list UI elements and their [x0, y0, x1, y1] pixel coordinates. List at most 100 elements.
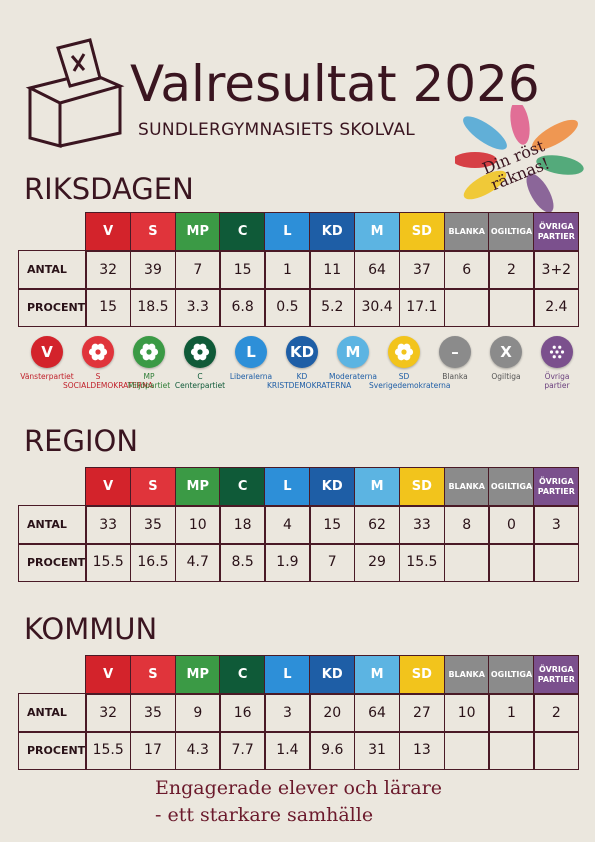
table-cell: 16.5 [129, 543, 177, 582]
legend-label-line: Vänsterpartiet [20, 372, 74, 381]
legend-icon: M [337, 336, 369, 368]
legend-label-line: partier [544, 381, 570, 390]
legend-label-line: KD [296, 372, 308, 381]
column-header: M [353, 655, 401, 695]
legend-label: Vänsterpartiet [12, 372, 82, 381]
table-cell [443, 288, 490, 327]
legend-logo [88, 343, 108, 361]
table-cell: 15.5 [85, 543, 132, 582]
table-cell: 17 [129, 731, 177, 770]
column-header: SD [398, 655, 446, 695]
column-header: S [129, 212, 177, 252]
table-cell: 15 [219, 250, 266, 290]
column-header: BLANKA [443, 655, 490, 695]
ballot-box-icon [25, 38, 125, 148]
legend-label-line: C [197, 372, 203, 381]
table-cell: 20 [309, 693, 356, 733]
legend-label-line: MP [143, 372, 155, 381]
legend-label-line: Sverigedemokraterna [369, 381, 451, 390]
table-cell: 6.8 [219, 288, 266, 327]
legend-icon: KD [286, 336, 318, 368]
column-header: ÖVRIGA PARTIER [533, 467, 580, 507]
table-cell: 7 [174, 250, 221, 290]
legend-label-line: Miljöpartiet [127, 381, 171, 390]
table-cell: 0 [488, 505, 535, 545]
legend-label: Övriga partier [522, 372, 592, 390]
column-header: OGILTIGA [488, 212, 535, 252]
column-header: KD [309, 212, 356, 252]
table-cell: 29 [353, 543, 401, 582]
column-header: C [219, 467, 266, 507]
row-label: PROCENT [18, 288, 87, 327]
column-header: C [219, 212, 266, 252]
column-header: OGILTIGA [488, 655, 535, 695]
table-cell: 2.4 [533, 288, 580, 327]
column-header: M [353, 467, 401, 507]
table-cell: 35 [129, 693, 177, 733]
legend-label: Liberalerna [216, 372, 286, 381]
table-cell: 0.5 [264, 288, 311, 327]
table-cell: 3+2 [533, 250, 580, 290]
table-cell: 10 [174, 505, 221, 545]
table-cell: 33 [85, 505, 132, 545]
legend-icon [133, 336, 165, 368]
table-cell [443, 731, 490, 770]
column-header: V [85, 467, 132, 507]
legend-label-line: Centerpartiet [174, 381, 226, 390]
row-label: ANTAL [18, 693, 87, 733]
table-cell: 18 [219, 505, 266, 545]
table-cell: 8.5 [219, 543, 266, 582]
table-cell: 2 [533, 693, 580, 733]
legend-label: Moderaterna [318, 372, 388, 381]
column-header: KD [309, 655, 356, 695]
legend-label-line: Liberalerna [229, 372, 273, 381]
column-header: L [264, 655, 311, 695]
section-title: KOMMUN [24, 612, 158, 646]
table-cell: 4.3 [174, 731, 221, 770]
legend-icon: L [235, 336, 267, 368]
legend-label-line: KRISTDEMOKRATERNA [267, 381, 352, 390]
column-header: ÖVRIGA PARTIER [533, 212, 580, 252]
hands-graphic [455, 105, 584, 213]
legend-label-line: S [95, 372, 101, 381]
column-header: SD [398, 467, 446, 507]
table-cell: 15.5 [85, 731, 132, 770]
table-cell: 13 [398, 731, 446, 770]
table-cell: 6 [443, 250, 490, 290]
table-cell: 5.2 [309, 288, 356, 327]
table-cell: 3.3 [174, 288, 221, 327]
legend-icon: X [490, 336, 522, 368]
table-cell: 32 [85, 693, 132, 733]
table-cell: 4 [264, 505, 311, 545]
column-header: BLANKA [443, 212, 490, 252]
table-cell: 15.5 [398, 543, 446, 582]
legend-label: SD Sverigedemokraterna [369, 372, 451, 390]
table-cell: 15 [85, 288, 132, 327]
table-cell [533, 731, 580, 770]
legend-icon [388, 336, 420, 368]
column-header: S [129, 467, 177, 507]
column-header: MP [174, 655, 221, 695]
table-cell: 11 [309, 250, 356, 290]
table-cell: 30.4 [353, 288, 401, 327]
row-label: ANTAL [18, 250, 87, 290]
legend-icon [82, 336, 114, 368]
legend-label-line: Moderaterna [329, 372, 377, 381]
row-label: ANTAL [18, 505, 87, 545]
column-header: KD [309, 467, 356, 507]
table-cell: 8 [443, 505, 490, 545]
table-cell: 18.5 [129, 288, 177, 327]
legend-label: Blanka [420, 372, 490, 381]
legend-label-line: Blanka [442, 372, 468, 381]
table-cell: 4.7 [174, 543, 221, 582]
section-title: RIKSDAGEN [24, 172, 194, 206]
legend-label: C Centerpartiet [165, 372, 235, 390]
legend-label-line: Ogiltiga [491, 372, 521, 381]
table-cell: 2 [488, 250, 535, 290]
table-cell: 16 [219, 693, 266, 733]
row-label: PROCENT [18, 543, 87, 582]
table-cell: 3 [264, 693, 311, 733]
table-cell: 7 [309, 543, 356, 582]
legend-logo [190, 343, 210, 361]
